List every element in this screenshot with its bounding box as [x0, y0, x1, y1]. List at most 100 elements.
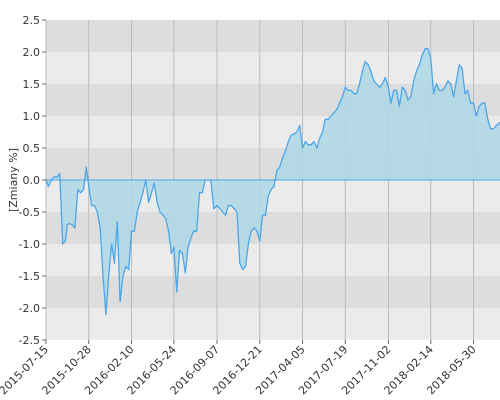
data-point	[455, 80, 457, 82]
data-point	[450, 83, 452, 85]
data-point	[279, 166, 281, 168]
data-point	[230, 205, 232, 207]
data-point	[396, 89, 398, 91]
data-point	[490, 128, 492, 130]
data-point	[198, 192, 201, 194]
data-point	[77, 189, 79, 191]
data-point	[181, 253, 183, 255]
data-point	[125, 265, 127, 267]
data-point	[219, 208, 221, 210]
data-point	[307, 144, 309, 146]
data-point	[213, 208, 215, 210]
data-point	[478, 105, 480, 107]
data-point	[130, 230, 133, 232]
data-point	[184, 272, 186, 274]
data-point	[66, 224, 68, 226]
data-point	[327, 118, 329, 120]
data-point	[156, 201, 158, 203]
data-point	[136, 211, 138, 213]
data-point	[64, 240, 67, 242]
data-point	[472, 102, 475, 104]
data-point	[410, 96, 412, 98]
y-tick-label: 2.0	[23, 46, 41, 59]
data-point	[282, 157, 284, 159]
data-point	[444, 86, 446, 88]
data-point	[461, 67, 463, 69]
y-tick-label: 2.5	[23, 14, 41, 27]
data-point	[119, 301, 121, 303]
data-point	[247, 243, 249, 245]
data-point	[358, 83, 361, 85]
data-point	[273, 185, 275, 187]
data-point	[133, 230, 135, 232]
grid-band	[46, 308, 500, 340]
y-tick-label: 1.0	[23, 110, 41, 123]
y-tick-label: 0.5	[23, 142, 41, 155]
data-point	[495, 125, 497, 127]
data-point	[168, 230, 170, 232]
data-point	[210, 179, 212, 181]
data-point	[333, 112, 335, 114]
data-point	[62, 243, 64, 245]
data-point	[96, 211, 98, 213]
x-axis: 2015-07-152015-10-282016-02-102016-05-24…	[0, 340, 479, 397]
data-point	[376, 83, 378, 85]
data-point	[364, 61, 366, 63]
data-point	[435, 83, 438, 85]
data-point	[233, 208, 235, 210]
data-point	[336, 109, 338, 111]
data-point	[353, 93, 355, 95]
data-point	[458, 64, 460, 66]
data-point	[267, 195, 269, 197]
data-point	[293, 133, 295, 135]
data-point	[80, 192, 82, 194]
data-point	[404, 89, 406, 91]
data-point	[105, 313, 107, 315]
data-point	[85, 166, 87, 168]
data-point	[82, 189, 85, 191]
data-point	[330, 115, 332, 117]
data-point	[304, 141, 306, 143]
data-point	[270, 189, 272, 191]
data-point	[438, 89, 440, 91]
data-point	[264, 214, 267, 216]
data-point	[421, 54, 423, 56]
series-area	[46, 48, 500, 315]
y-axis: 2.5 2.0 1.5 1.0 0.5 0.0 -0.5 -1.0 -1.5 -2.0 -2.5	[19, 14, 46, 347]
data-point	[139, 201, 141, 203]
data-point	[91, 205, 93, 207]
data-point	[347, 89, 349, 91]
data-point	[313, 141, 315, 143]
data-point	[316, 147, 318, 149]
data-point	[321, 131, 324, 133]
data-point	[179, 249, 181, 251]
area-layer	[45, 48, 500, 316]
data-point	[53, 176, 55, 178]
y-axis-label: [Zmiany %]	[7, 148, 20, 212]
y-tick-label: -2.0	[19, 302, 40, 315]
data-point	[196, 230, 198, 232]
y-tick-label: 1.5	[23, 78, 41, 91]
data-point	[361, 70, 363, 72]
data-point	[253, 227, 255, 229]
data-point	[88, 185, 90, 187]
data-point	[424, 48, 426, 50]
data-point	[59, 173, 61, 175]
grid-band	[46, 276, 500, 308]
data-point	[74, 227, 76, 229]
data-point	[290, 134, 292, 136]
data-point	[367, 64, 369, 66]
data-point	[116, 221, 118, 223]
y-tick-label: 0.0	[23, 174, 41, 187]
data-point	[176, 291, 178, 293]
grid-band	[46, 20, 500, 52]
data-point	[225, 214, 227, 216]
data-point	[165, 217, 167, 219]
data-point	[204, 179, 206, 181]
data-point	[56, 176, 58, 178]
data-point	[259, 240, 261, 242]
data-point	[430, 57, 432, 60]
data-point	[47, 185, 50, 187]
data-point	[381, 83, 383, 85]
data-point	[370, 70, 372, 72]
